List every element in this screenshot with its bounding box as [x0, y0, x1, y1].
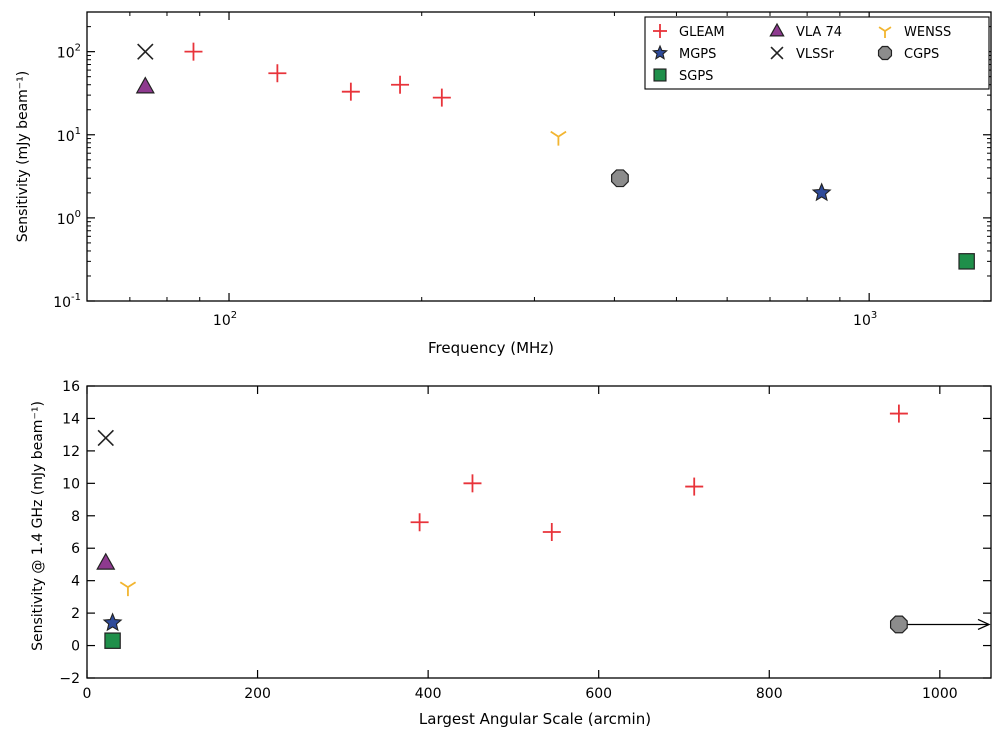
y-tick-label: 2	[71, 606, 80, 622]
legend-square-marker	[653, 68, 667, 82]
y-tick-label: 0	[71, 639, 80, 655]
y-tick-label: −2	[59, 671, 80, 687]
point-cgps	[889, 615, 908, 634]
plot-frame	[86, 11, 992, 302]
point-sgps	[104, 632, 121, 649]
y-tick-label: 16	[62, 379, 80, 395]
lower-limit-arrow	[898, 618, 991, 631]
point-gleam	[391, 75, 410, 94]
legend-triangle-marker	[769, 22, 785, 37]
legend-label-mgps: MGPS	[679, 47, 716, 62]
legend-label-vla-74: VLA 74	[796, 25, 842, 40]
point-vla-74	[135, 76, 155, 94]
y-axis-label: Sensitivity @ 1.4 GHz (mJy beam⁻¹)	[30, 401, 46, 651]
legend-label-wenss: WENSS	[904, 25, 951, 40]
point-vlssr	[97, 429, 114, 447]
point-mgps	[811, 182, 832, 202]
x-tick-label: 200	[244, 686, 271, 702]
legend-x-marker	[770, 46, 784, 60]
y-tick-label: 101	[57, 126, 81, 145]
point-vlssr	[137, 43, 154, 60]
point-sgps	[958, 253, 975, 270]
point-cgps	[611, 169, 629, 188]
x-tick-label: 103	[853, 310, 877, 329]
x-tick-label: 600	[585, 686, 612, 702]
x-axis-label: Frequency (MHz)	[428, 339, 554, 357]
x-tick-label: 0	[83, 686, 92, 702]
legend-star-marker	[651, 44, 669, 60]
point-gleam	[685, 477, 704, 496]
x-tick-label: 1000	[922, 686, 958, 702]
y-tick-label: 10-1	[53, 292, 81, 311]
point-gleam	[889, 404, 908, 423]
point-gleam	[184, 42, 203, 61]
point-gleam	[341, 82, 360, 101]
legend-octagon-marker	[877, 45, 893, 61]
y-tick-label: 12	[62, 444, 80, 460]
legend-label-cgps: CGPS	[904, 47, 939, 62]
point-mgps	[102, 612, 123, 632]
legend-label-sgps: SGPS	[679, 69, 713, 84]
point-gleam	[463, 474, 482, 493]
y-tick-label: 102	[57, 43, 81, 62]
point-wenss	[550, 130, 567, 146]
y-axis-label: Sensitivity (mJy beam⁻¹)	[15, 71, 31, 242]
legend: GLEAM VLA 74 WENSS MGPS VLSSr CGPS SGPS	[644, 16, 990, 90]
y-tick-label: 14	[62, 411, 80, 427]
angular-scale-panel: 0 200 400 600 800 1000−20246810121416Largest …	[30, 379, 992, 728]
x-axis-label: Largest Angular Scale (arcmin)	[419, 710, 651, 728]
y-tick-label: 100	[57, 209, 81, 228]
x-tick-label: 800	[756, 686, 783, 702]
point-gleam	[542, 523, 561, 541]
y-tick-label: 8	[71, 509, 80, 525]
legend-label-vlssr: VLSSr	[796, 47, 835, 62]
x-tick-label: 102	[213, 310, 237, 329]
legend-label-gleam: GLEAM	[679, 25, 725, 40]
legend-tri-down-marker	[878, 26, 892, 38]
point-gleam	[268, 64, 287, 83]
y-tick-label: 4	[71, 574, 80, 590]
y-tick-label: 6	[71, 541, 80, 557]
point-vla-74	[96, 552, 116, 570]
y-tick-label: 10	[62, 476, 80, 492]
legend-plus-marker	[653, 24, 667, 38]
legend-box	[644, 16, 990, 90]
point-wenss	[119, 581, 137, 597]
point-gleam	[432, 88, 451, 107]
x-tick-label: 400	[415, 686, 442, 702]
frequency-panel: 102 103 10-1 100 101 102 Frequency (MHz) Sensit…	[15, 11, 992, 357]
plot-frame	[86, 385, 992, 679]
point-gleam	[410, 513, 429, 532]
